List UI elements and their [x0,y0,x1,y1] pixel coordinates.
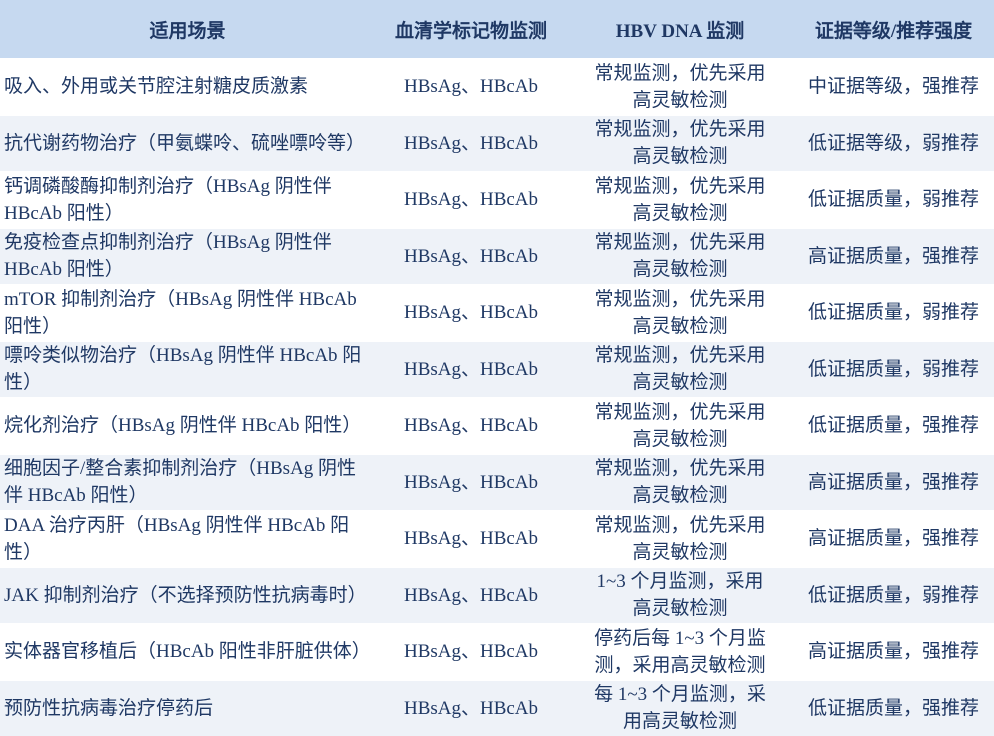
table-cell: 停药后每 1~3 个月监测，采用高灵敏检测 [567,624,793,681]
table-cell: HBsAg、HBcAb [375,285,567,342]
table-cell: 高证据质量，强推荐 [793,228,994,285]
table-cell: 嘌呤类似物治疗（HBsAg 阴性伴 HBcAb 阳性） [0,341,375,398]
table-cell: 常规监测，优先采用高灵敏检测 [567,115,793,172]
table-cell: 每 1~3 个月监测，采用高灵敏检测 [567,680,793,736]
table-cell: DAA 治疗丙肝（HBsAg 阴性伴 HBcAb 阳性） [0,511,375,568]
table-cell: 常规监测，优先采用高灵敏检测 [567,59,793,116]
table-cell: 低证据等级，弱推荐 [793,115,994,172]
table-row: 免疫检查点抑制剂治疗（HBsAg 阴性伴 HBcAb 阳性）HBsAg、HBcA… [0,228,994,285]
table-cell: HBsAg、HBcAb [375,624,567,681]
header-cell: 适用场景 [0,0,375,59]
table-cell: 细胞因子/整合素抑制剂治疗（HBsAg 阴性伴 HBcAb 阳性） [0,454,375,511]
header-cell: 血清学标记物监测 [375,0,567,59]
table-cell: 高证据质量，强推荐 [793,454,994,511]
table-cell: JAK 抑制剂治疗（不选择预防性抗病毒时） [0,567,375,624]
table-cell: 低证据质量，弱推荐 [793,567,994,624]
table-cell: mTOR 抑制剂治疗（HBsAg 阴性伴 HBcAb 阳性） [0,285,375,342]
table-cell: 常规监测，优先采用高灵敏检测 [567,228,793,285]
table-cell: 常规监测，优先采用高灵敏检测 [567,285,793,342]
table-cell: HBsAg、HBcAb [375,680,567,736]
table-cell: 低证据质量，弱推荐 [793,172,994,229]
table-cell: 常规监测，优先采用高灵敏检测 [567,398,793,455]
table-cell: 高证据质量，强推荐 [793,624,994,681]
table-cell: HBsAg、HBcAb [375,172,567,229]
header-cell: 证据等级/推荐强度 [793,0,994,59]
table-cell: 低证据质量，强推荐 [793,680,994,736]
table-cell: 钙调磷酸酶抑制剂治疗（HBsAg 阴性伴 HBcAb 阳性） [0,172,375,229]
table-row: 细胞因子/整合素抑制剂治疗（HBsAg 阴性伴 HBcAb 阳性）HBsAg、H… [0,454,994,511]
table-cell: 高证据质量，强推荐 [793,511,994,568]
table-cell: HBsAg、HBcAb [375,454,567,511]
table-cell: 预防性抗病毒治疗停药后 [0,680,375,736]
header-cell: HBV DNA 监测 [567,0,793,59]
table-cell: 吸入、外用或关节腔注射糖皮质激素 [0,59,375,116]
table-cell: 常规监测，优先采用高灵敏检测 [567,341,793,398]
table-cell: HBsAg、HBcAb [375,59,567,116]
table-cell: 常规监测，优先采用高灵敏检测 [567,454,793,511]
table-cell: 常规监测，优先采用高灵敏检测 [567,172,793,229]
table-cell: HBsAg、HBcAb [375,567,567,624]
table-cell: 中证据等级，强推荐 [793,59,994,116]
table-cell: HBsAg、HBcAb [375,115,567,172]
table-cell: 低证据质量，弱推荐 [793,341,994,398]
table-cell: 免疫检查点抑制剂治疗（HBsAg 阴性伴 HBcAb 阳性） [0,228,375,285]
table-cell: HBsAg、HBcAb [375,398,567,455]
table-cell: 抗代谢药物治疗（甲氨蝶呤、硫唑嘌呤等） [0,115,375,172]
table-row: mTOR 抑制剂治疗（HBsAg 阴性伴 HBcAb 阳性）HBsAg、HBcA… [0,285,994,342]
table-cell: 1~3 个月监测，采用高灵敏检测 [567,567,793,624]
table-cell: HBsAg、HBcAb [375,341,567,398]
table-cell: HBsAg、HBcAb [375,228,567,285]
table-cell: 烷化剂治疗（HBsAg 阴性伴 HBcAb 阳性） [0,398,375,455]
table-row: 钙调磷酸酶抑制剂治疗（HBsAg 阴性伴 HBcAb 阳性）HBsAg、HBcA… [0,172,994,229]
table-cell: 常规监测，优先采用高灵敏检测 [567,511,793,568]
table-cell: 低证据质量，弱推荐 [793,285,994,342]
table-cell: HBsAg、HBcAb [375,511,567,568]
table-cell: 低证据质量，强推荐 [793,398,994,455]
table-cell: 实体器官移植后（HBcAb 阳性非肝脏供体） [0,624,375,681]
